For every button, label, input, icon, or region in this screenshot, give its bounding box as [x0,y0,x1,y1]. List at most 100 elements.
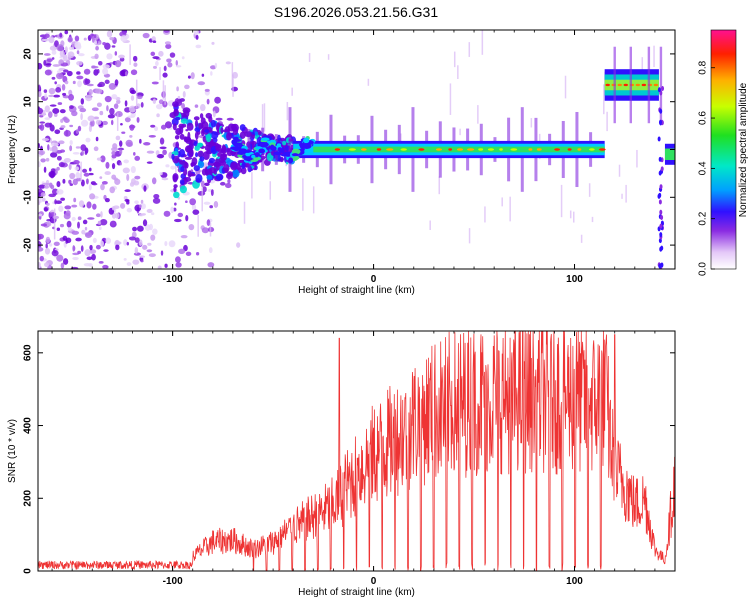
signal-blob [239,131,246,139]
noise-blob [51,57,55,60]
noise-blob [48,94,54,98]
noise-blob [38,213,43,217]
noise-blob [108,82,117,90]
signal-blob [197,160,205,169]
noise-blob [54,81,57,85]
noise-blob [114,241,122,245]
dispersion-blob [657,136,661,142]
noise-blob [109,37,115,41]
signal-blob [208,141,217,147]
noise-streak [618,164,621,177]
noise-blob [72,256,79,261]
noise-streak [261,104,264,133]
noise-blob [44,262,50,268]
noise-blob [48,111,53,119]
noise-blob [71,230,80,235]
colorbar-tick-label: 0.6 [698,111,709,125]
carrier-hotspot [536,148,542,151]
noise-blob [136,225,144,232]
carrier-blob [291,148,301,155]
signal-blob [190,162,197,167]
noise-blob [165,43,172,49]
noise-blob [114,79,119,86]
noise-blob [133,62,138,67]
signal-blob [199,156,205,162]
noise-blob [56,181,61,188]
noise-blob [56,166,60,171]
noise-streak [135,79,138,108]
noise-blob [152,228,158,235]
noise-blob [82,219,88,225]
noise-blob [134,237,140,244]
noise-streak [197,215,199,237]
noise-blob [155,150,160,156]
noise-blob [84,226,88,231]
noise-blob [211,41,215,45]
noise-blob [77,125,82,132]
noise-blob [181,56,185,60]
noise-blob [134,200,139,205]
carrier-blob [258,148,266,154]
signal-blob [210,131,219,140]
noise-streak [459,128,461,136]
signal-blob [239,124,246,131]
noise-streak [429,220,431,231]
noise-blob [177,212,184,218]
signal-blob [193,140,198,147]
noise-blob [88,167,92,172]
noise-blob [68,179,72,185]
signal-blob [173,191,180,199]
noise-blob [115,111,123,118]
noise-blob [116,99,121,104]
noise-blob [185,214,189,222]
signal-blob [222,129,230,133]
noise-blob [194,104,199,108]
noise-blob [70,266,79,269]
noise-blob [62,235,68,241]
carrier-hotspot [528,148,533,151]
signal-blob [179,133,185,140]
noise-blob [140,259,144,263]
x-axis-label: Height of straight line (km) [298,285,415,296]
noise-blob [72,178,78,186]
noise-blob [81,150,85,156]
noise-blob [60,125,66,129]
noise-blob [38,184,46,189]
noise-blob [88,125,92,132]
snr-panel: -100 0 100 0 200 400 600 Height of straight lin… [7,330,676,598]
noise-blob [104,171,111,176]
noise-streak [162,80,165,100]
noise-blob [110,119,114,126]
noise-blob [58,161,65,168]
noise-blob [99,240,104,248]
signal-blob [230,162,238,171]
noise-blob [134,155,141,161]
noise-blob [88,88,93,96]
noise-blob [95,119,102,125]
noise-blob [46,58,53,62]
noise-blob [66,220,72,228]
noise-blob [48,87,56,95]
dispersion-blob [658,156,662,162]
dispersion-blob [658,170,662,176]
noise-blob [197,81,206,86]
noise-blob [152,40,157,43]
noise-blob [85,137,91,143]
noise-blob [111,154,117,159]
noise-blob [138,204,142,209]
noise-streak [603,84,605,115]
noise-blob [133,55,138,62]
noise-blob [193,30,199,36]
noise-blob [146,208,153,213]
signal-blob [215,161,220,171]
noise-blob [65,129,69,137]
noise-blob [139,255,146,259]
noise-blob [130,178,136,185]
x-tick-label: 100 [566,274,583,285]
noise-blob [78,53,85,57]
noise-blob [94,88,103,94]
noise-blob [153,193,160,199]
signal-blob [175,116,181,121]
noise-blob [142,32,150,39]
noise-blob [164,263,168,268]
